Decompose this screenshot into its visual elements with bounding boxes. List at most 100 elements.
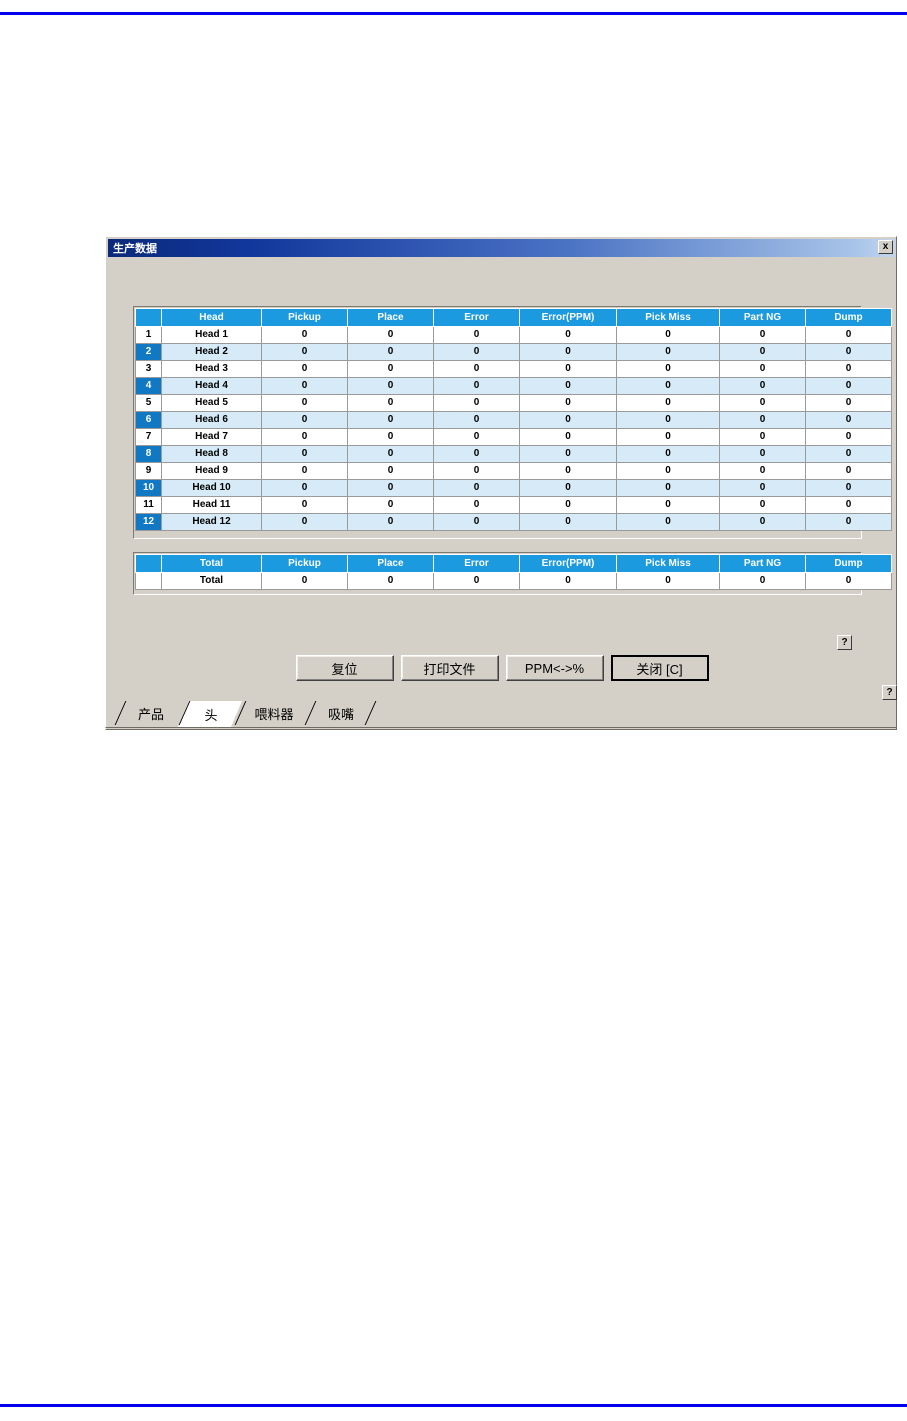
cell-pickup: 0 <box>261 394 348 412</box>
cell-head: Head 11 <box>161 496 262 514</box>
tab-product[interactable]: 产品 <box>114 701 186 725</box>
column-header-dump[interactable]: Dump <box>805 308 892 327</box>
help-icon-inner[interactable]: ? <box>837 635 852 650</box>
dialog-titlebar[interactable]: 生产数据 x <box>108 239 895 257</box>
reset-button[interactable]: 复位 <box>295 655 394 681</box>
cell-part-ng: 0 <box>719 496 806 514</box>
total-cell-label: Total <box>161 572 262 590</box>
page-rule-top <box>0 12 907 15</box>
total-column-header-part-ng[interactable]: Part NG <box>719 554 806 573</box>
row-number[interactable]: 10 <box>135 479 162 497</box>
total-row[interactable]: Total 0 0 0 0 0 0 0 <box>135 572 892 590</box>
cell-pickup: 0 <box>261 377 348 395</box>
column-header-error[interactable]: Error <box>433 308 520 327</box>
cell-place: 0 <box>347 411 434 429</box>
cell-head: Head 2 <box>161 343 262 361</box>
row-number[interactable]: 2 <box>135 343 162 361</box>
column-header-place[interactable]: Place <box>347 308 434 327</box>
row-number[interactable]: 3 <box>135 360 162 378</box>
close-button[interactable]: 关闭 [C] <box>610 655 709 681</box>
row-number[interactable]: 4 <box>135 377 162 395</box>
tab-head[interactable]: 头 <box>178 701 242 727</box>
cell-place: 0 <box>347 360 434 378</box>
head-table: Head Pickup Place Error Error(PPM) Pick … <box>135 308 892 531</box>
row-number[interactable]: 11 <box>135 496 162 514</box>
cell-place: 0 <box>347 394 434 412</box>
total-cell-pick-miss: 0 <box>616 572 720 590</box>
cell-place: 0 <box>347 428 434 446</box>
ppm-percent-toggle-button[interactable]: PPM<->% <box>505 655 604 681</box>
cell-head: Head 12 <box>161 513 262 531</box>
tab-nozzle[interactable]: 吸嘴 <box>304 701 376 725</box>
cell-pick-miss: 0 <box>616 360 720 378</box>
row-number[interactable]: 9 <box>135 462 162 480</box>
column-header-part-ng[interactable]: Part NG <box>719 308 806 327</box>
dialog-title: 生产数据 <box>113 243 157 255</box>
row-number[interactable]: 1 <box>135 326 162 344</box>
cell-part-ng: 0 <box>719 394 806 412</box>
cell-error: 0 <box>433 343 520 361</box>
help-icon-outer[interactable]: ? <box>882 685 897 700</box>
tab-feeder[interactable]: 喂料器 <box>234 701 312 725</box>
cell-part-ng: 0 <box>719 377 806 395</box>
total-column-header-rownum[interactable] <box>135 554 162 573</box>
cell-dump: 0 <box>805 326 892 344</box>
table-row[interactable]: 11 Head 11 0 0 0 0 0 0 0 <box>135 496 892 514</box>
cell-error-ppm: 0 <box>519 326 617 344</box>
total-column-header-pickup[interactable]: Pickup <box>261 554 348 573</box>
print-file-button[interactable]: 打印文件 <box>400 655 499 681</box>
cell-pick-miss: 0 <box>616 394 720 412</box>
cell-place: 0 <box>347 343 434 361</box>
tab-head-label: 头 <box>204 707 218 723</box>
total-column-header-place[interactable]: Place <box>347 554 434 573</box>
row-number[interactable]: 5 <box>135 394 162 412</box>
cell-error-ppm: 0 <box>519 428 617 446</box>
cell-pickup: 0 <box>261 343 348 361</box>
total-row-number[interactable] <box>135 572 162 590</box>
cell-part-ng: 0 <box>719 513 806 531</box>
cell-pickup: 0 <box>261 411 348 429</box>
row-number[interactable]: 12 <box>135 513 162 531</box>
cell-head: Head 8 <box>161 445 262 463</box>
dialog-button-row: 复位 打印文件 PPM<->% 关闭 [C] <box>106 655 898 681</box>
total-column-header-dump[interactable]: Dump <box>805 554 892 573</box>
cell-head: Head 10 <box>161 479 262 497</box>
cell-dump: 0 <box>805 496 892 514</box>
cell-error-ppm: 0 <box>519 445 617 463</box>
total-header-row: Total Pickup Place Error Error(PPM) Pick… <box>135 554 892 573</box>
cell-error-ppm: 0 <box>519 513 617 531</box>
row-number[interactable]: 7 <box>135 428 162 446</box>
column-header-rownum[interactable] <box>135 308 162 327</box>
cell-error-ppm: 0 <box>519 394 617 412</box>
total-cell-error-ppm: 0 <box>519 572 617 590</box>
row-number[interactable]: 8 <box>135 445 162 463</box>
cell-part-ng: 0 <box>719 343 806 361</box>
cell-part-ng: 0 <box>719 411 806 429</box>
column-header-error-ppm[interactable]: Error(PPM) <box>519 308 617 327</box>
total-table: Total Pickup Place Error Error(PPM) Pick… <box>135 554 892 590</box>
column-header-head[interactable]: Head <box>161 308 262 327</box>
total-column-header-total[interactable]: Total <box>161 554 262 573</box>
total-column-header-error-ppm[interactable]: Error(PPM) <box>519 554 617 573</box>
table-row[interactable]: 10 Head 10 0 0 0 0 0 0 0 <box>135 479 892 497</box>
total-column-header-pick-miss[interactable]: Pick Miss <box>616 554 720 573</box>
row-number[interactable]: 6 <box>135 411 162 429</box>
close-icon[interactable]: x <box>878 240 893 254</box>
cell-error: 0 <box>433 360 520 378</box>
cell-part-ng: 0 <box>719 428 806 446</box>
total-column-header-error[interactable]: Error <box>433 554 520 573</box>
table-row[interactable]: 12 Head 12 0 0 0 0 0 0 0 <box>135 513 892 531</box>
tab-nozzle-label: 吸嘴 <box>327 706 354 722</box>
column-header-pick-miss[interactable]: Pick Miss <box>616 308 720 327</box>
column-header-pickup[interactable]: Pickup <box>261 308 348 327</box>
tab-feeder-label: 喂料器 <box>254 706 294 722</box>
